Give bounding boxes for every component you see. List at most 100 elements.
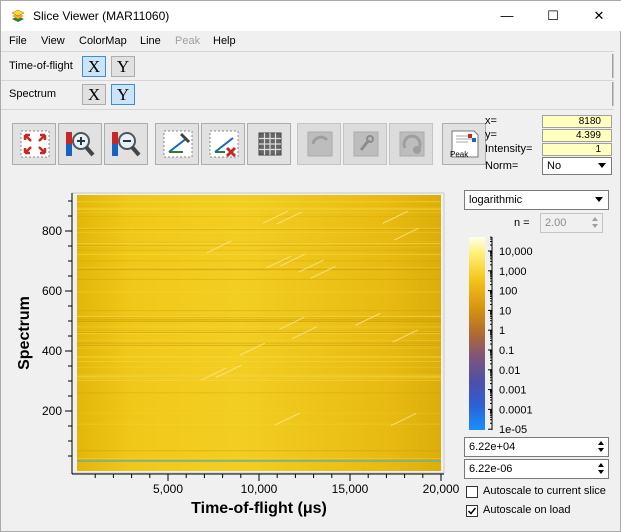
norm-label: Norm= <box>485 160 519 172</box>
menu-colormap[interactable]: ColorMap <box>79 35 127 47</box>
dimension-label: Spectrum <box>9 88 57 100</box>
close-button[interactable]: ✕ <box>576 1 621 31</box>
y-tick-label: 400 <box>42 344 62 358</box>
dimension-y-button[interactable]: Y <box>111 84 135 105</box>
y-axis-label: Spectrum <box>16 296 33 370</box>
colorbar-tick-label: 1e-05 <box>499 424 527 436</box>
zoom-out-icon <box>112 132 141 157</box>
image-diagonal <box>239 342 266 356</box>
line-cut-button[interactable] <box>155 123 199 165</box>
image-diagonal <box>279 316 305 330</box>
image-diagonal <box>355 312 381 326</box>
image-diagonal <box>206 240 232 254</box>
zoom-out-button[interactable] <box>104 123 148 165</box>
image-diagonal <box>266 255 292 269</box>
spin-down-icon[interactable] <box>596 469 606 477</box>
min-value-spinbox[interactable]: 6.22e-06 <box>464 459 609 479</box>
menu-peak[interactable]: Peak <box>175 35 201 47</box>
min-value: 6.22e-06 <box>469 463 513 475</box>
peak-overlay-icon <box>451 130 479 158</box>
autoscale-load-label: Autoscale on load <box>483 504 571 516</box>
checkbox-box[interactable] <box>466 486 478 498</box>
image-diagonal <box>392 329 418 343</box>
dimension-x-button[interactable]: X <box>82 56 106 77</box>
y-tick-label: 600 <box>42 284 62 298</box>
colorbar-tick-label: 10,000 <box>499 246 533 258</box>
x-tick-label: 5,000 <box>153 482 183 496</box>
separator <box>1 80 614 81</box>
intensity-label: Intensity= <box>485 143 533 155</box>
colorbar-tick-label: 100 <box>499 286 517 298</box>
plot-area[interactable]: 200 400 600 800 5,000 10,000 15,000 20,000 Time-… <box>1 181 461 526</box>
x-tick-label: 20,000 <box>423 482 460 496</box>
max-value: 6.22e+04 <box>469 441 516 453</box>
app-icon <box>11 9 25 22</box>
colorbar-tick-label: 0.0001 <box>499 404 533 416</box>
image-diagonal <box>390 413 417 427</box>
window-title: Slice Viewer (MAR11060) <box>33 9 170 23</box>
spin-down-icon[interactable] <box>596 447 606 455</box>
spin-up-icon[interactable] <box>596 439 606 447</box>
maximize-button[interactable]: ☐ <box>530 1 576 31</box>
rebin-button[interactable] <box>297 123 341 165</box>
peak-overlay-button[interactable]: Peak <box>442 123 486 165</box>
image-diagonal <box>279 253 306 267</box>
title-bar: Slice Viewer (MAR11060) — ☐ ✕ <box>1 1 621 31</box>
n-spinbox[interactable]: 2.00 <box>540 213 603 233</box>
menu-line[interactable]: Line <box>140 35 161 47</box>
y-tick-label: 800 <box>42 224 62 238</box>
minimize-button[interactable]: — <box>484 1 530 31</box>
dimension-row-tof: Time-of-flight X Y <box>1 52 614 80</box>
spin-up-icon[interactable] <box>590 215 600 223</box>
y-value: 4.399 <box>542 129 612 142</box>
x-axis-label: Time-of-flight (μs) <box>191 500 327 517</box>
rebin-refresh-button[interactable] <box>343 123 387 165</box>
max-value-spinbox[interactable]: 6.22e+04 <box>464 437 609 457</box>
image-diagonal <box>291 326 318 340</box>
dimension-x-button[interactable]: X <box>82 84 106 105</box>
spin-down-icon[interactable] <box>590 223 600 231</box>
y-label: y= <box>485 129 497 141</box>
x-tick-label: 10,000 <box>241 482 278 496</box>
menu-view[interactable]: View <box>41 35 65 47</box>
image-diagonal <box>393 227 420 241</box>
separator <box>612 54 614 78</box>
line-cut-icon <box>163 130 193 158</box>
norm-value: No <box>547 160 562 172</box>
rebin-auto-button[interactable] <box>389 123 433 165</box>
colorbar: 10,000 1,000 100 10 1 0.1 0.01 0.001 0.0001 1e-05 <box>469 236 533 436</box>
norm-select[interactable]: No <box>542 157 612 175</box>
separator <box>1 109 614 110</box>
checkbox-box[interactable] <box>466 505 478 517</box>
scale-select[interactable]: logarithmic <box>464 190 609 210</box>
separator <box>1 51 614 52</box>
clear-line-button[interactable] <box>201 123 245 165</box>
n-label: n = <box>514 217 530 229</box>
dimension-label: Time-of-flight <box>9 60 73 72</box>
grid-button[interactable] <box>247 123 291 165</box>
colorbar-tick-label: 1 <box>499 325 505 337</box>
rebin-icon <box>307 131 333 157</box>
dimension-y-button[interactable]: Y <box>111 56 135 77</box>
zoom-in-icon <box>66 132 95 157</box>
x-label: x= <box>485 115 497 127</box>
y-tick-label: 200 <box>42 404 62 418</box>
colorbar-gradient <box>469 237 485 430</box>
menu-file[interactable]: File <box>9 35 27 47</box>
separator <box>612 82 614 106</box>
chevron-down-icon <box>595 197 603 202</box>
image-diagonal <box>382 210 408 224</box>
menu-help[interactable]: Help <box>213 35 236 47</box>
n-value: 2.00 <box>545 217 567 229</box>
spin-up-icon[interactable] <box>596 461 606 469</box>
zoom-fit-button[interactable] <box>12 123 56 165</box>
colorbar-tick-label: 1,000 <box>499 266 527 278</box>
zoom-fit-icon <box>20 130 50 158</box>
image-diagonal <box>298 259 324 273</box>
image-diagonal <box>262 210 289 224</box>
menu-bar: File View ColorMap Line Peak Help <box>1 32 621 52</box>
colorbar-tick-label: 0.01 <box>499 365 520 377</box>
zoom-in-button[interactable] <box>58 123 102 165</box>
colorbar-tick-label: 0.1 <box>499 345 514 357</box>
